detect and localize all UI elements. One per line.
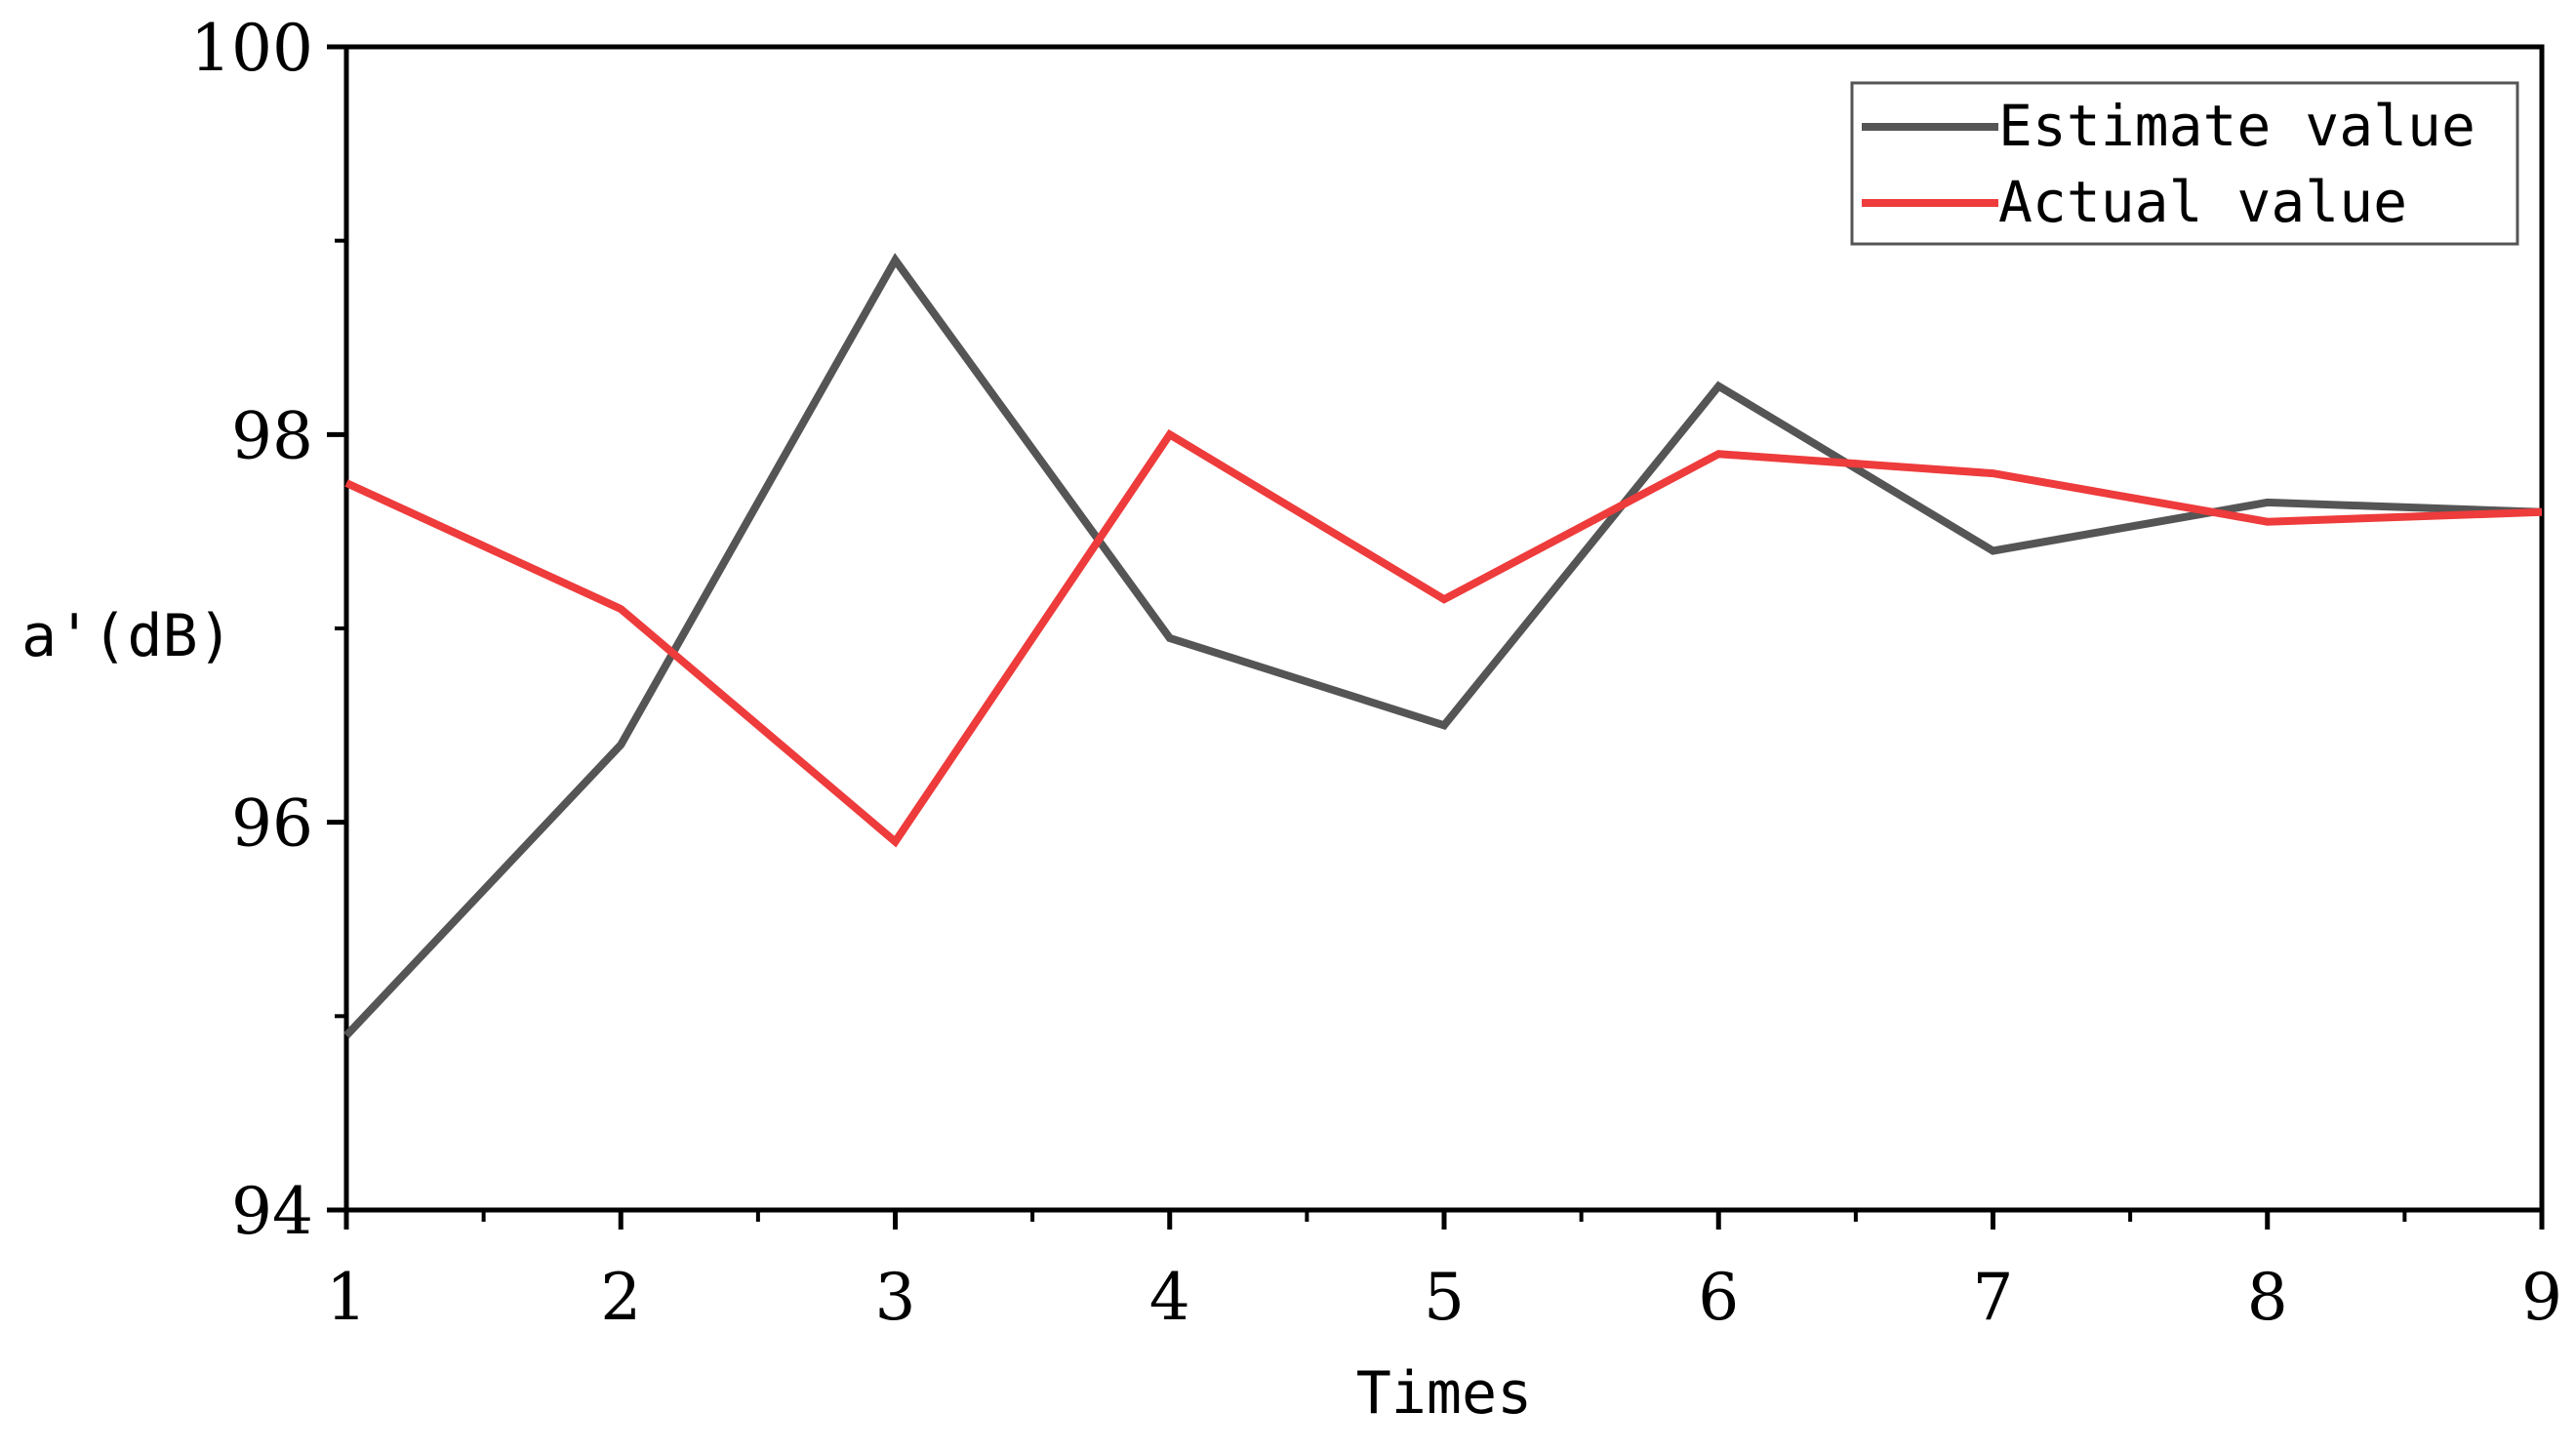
y-tick-label: 96 bbox=[231, 786, 313, 862]
x-tick-label: 1 bbox=[326, 1260, 367, 1335]
x-tick-label: 8 bbox=[2247, 1260, 2288, 1335]
legend-label: Actual value bbox=[1998, 169, 2407, 235]
legend: Estimate value Actual value bbox=[1850, 81, 2519, 246]
series-layer bbox=[343, 253, 2543, 1038]
x-tick-label: 9 bbox=[2521, 1260, 2562, 1335]
x-tick-label: 6 bbox=[1698, 1260, 1739, 1335]
x-tick-label: 7 bbox=[1973, 1260, 2014, 1335]
x-axis-title: Times bbox=[1356, 1359, 1533, 1428]
x-tick-label: 2 bbox=[600, 1260, 641, 1335]
axes-layer: 1 2 3 4 5 6 7 8 9 94 96 98 100 bbox=[190, 11, 2562, 1335]
y-tick-label: 98 bbox=[231, 398, 313, 473]
series-line-estimate bbox=[343, 253, 2543, 1038]
x-tick-label: 5 bbox=[1424, 1260, 1465, 1335]
legend-box bbox=[1850, 81, 2519, 246]
legend-label: Estimate value bbox=[1998, 93, 2475, 159]
y-tick-label: 100 bbox=[190, 11, 313, 86]
y-tick-label: 94 bbox=[231, 1174, 313, 1249]
y-axis-title: a'(dB) bbox=[21, 602, 233, 670]
x-tick-label: 3 bbox=[875, 1260, 916, 1335]
series-line-actual bbox=[344, 428, 2543, 848]
x-tick-label: 4 bbox=[1149, 1260, 1190, 1335]
